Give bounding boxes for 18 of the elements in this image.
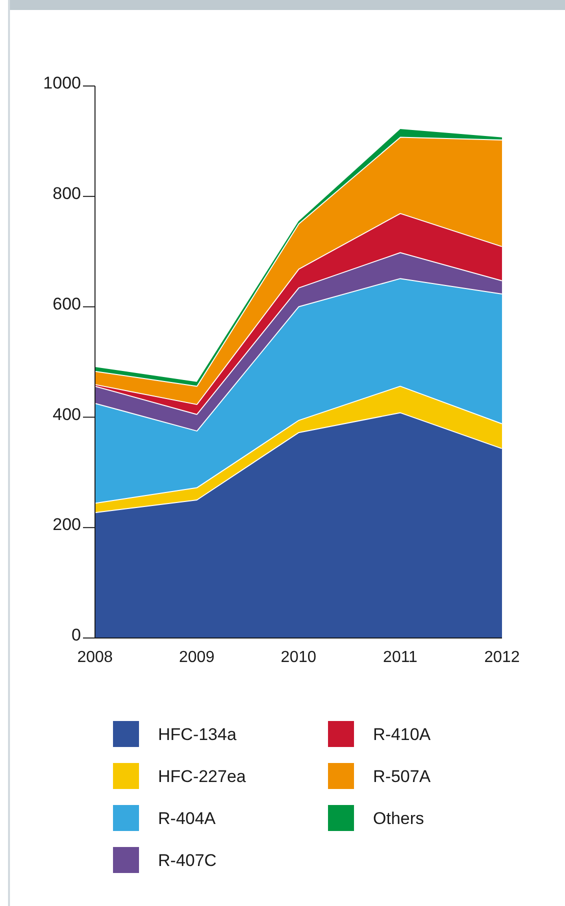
legend-label: HFC-134a [158,724,237,744]
x-tick-label: 2012 [484,649,520,666]
legend-label: R-410A [373,724,432,744]
y-tick-label: 400 [52,404,81,424]
legend-label: R-507A [373,766,432,786]
legend-label: R-404A [158,808,216,828]
x-tick-label: 2011 [383,649,418,666]
x-tick-label: 2009 [178,649,215,666]
y-tick-label: 800 [52,184,81,203]
y-tick-label: 0 [72,626,81,645]
y-tick-label: 200 [52,515,81,534]
y-tick-label: 600 [52,294,81,314]
y-tick-label: 1000 [43,74,81,93]
legend-label: R-407C [158,850,217,870]
x-tick-label: 2010 [280,649,316,666]
legend-label: HFC-227ea [158,766,246,786]
legend-label: Others [373,808,424,828]
x-tick-label: 2008 [77,649,113,666]
